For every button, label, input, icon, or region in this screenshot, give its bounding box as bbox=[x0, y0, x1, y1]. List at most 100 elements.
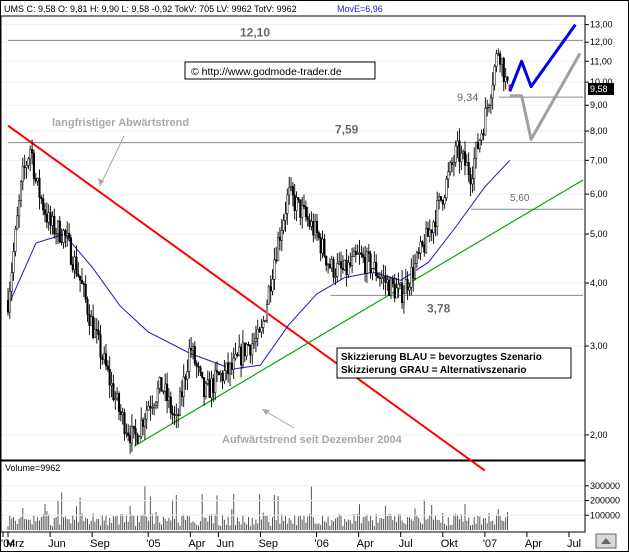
price-candle-body bbox=[284, 213, 287, 221]
y-grid bbox=[2, 24, 584, 436]
price-candle-body bbox=[401, 282, 404, 303]
price-candle-body bbox=[125, 432, 128, 435]
x-tick-label: Sep bbox=[258, 538, 278, 550]
price-candle-body bbox=[256, 328, 259, 339]
price-candle-body bbox=[365, 251, 368, 274]
price-candle-body bbox=[489, 97, 492, 106]
price-candle-body bbox=[10, 272, 13, 292]
price-candle-body bbox=[475, 142, 478, 159]
price-candle-body bbox=[289, 186, 293, 188]
price-candle-body bbox=[484, 107, 487, 136]
price-candle-body bbox=[27, 158, 30, 166]
price-candle-body bbox=[269, 286, 272, 292]
price-candle-body bbox=[397, 284, 400, 289]
price-candle-body bbox=[151, 407, 154, 409]
price-candle-body bbox=[480, 133, 483, 141]
price-candle-body bbox=[232, 357, 235, 370]
price-candle-body bbox=[317, 232, 320, 238]
price-candle-body bbox=[71, 264, 74, 270]
price-candle-body bbox=[93, 329, 96, 338]
y-tick-label: 5,00 bbox=[590, 229, 608, 239]
price-candle-body bbox=[310, 221, 313, 227]
price-candle-body bbox=[478, 139, 481, 149]
price-candle-body bbox=[493, 66, 496, 86]
price-candle-body bbox=[330, 259, 333, 269]
moving-average-layer bbox=[7, 159, 511, 370]
price-candle-body bbox=[40, 197, 43, 200]
volume-tick-label: 300000 bbox=[590, 481, 620, 491]
price-candle-body bbox=[360, 252, 363, 256]
x-tick-label: Apr bbox=[357, 538, 374, 550]
price-candle-body bbox=[375, 261, 378, 276]
price-candle-body bbox=[343, 259, 346, 270]
price-candle-body bbox=[388, 279, 391, 296]
price-candle-body bbox=[149, 406, 152, 409]
price-candle-body bbox=[295, 197, 298, 211]
y-tick-label: 9,00 bbox=[590, 100, 608, 110]
price-candle-body bbox=[178, 391, 182, 416]
price-candle-body bbox=[247, 344, 250, 346]
price-candle-body bbox=[430, 229, 433, 233]
header-bar bbox=[1, 1, 628, 15]
price-candle-body bbox=[119, 411, 122, 416]
price-candle-body bbox=[219, 373, 222, 376]
price-candle-body bbox=[328, 263, 331, 269]
price-candle-body bbox=[230, 362, 233, 370]
price-candle-body bbox=[291, 186, 294, 196]
price-candle-body bbox=[217, 372, 220, 376]
trendlines bbox=[7, 124, 584, 472]
price-candle-body bbox=[349, 262, 352, 266]
price-candle-body bbox=[214, 370, 217, 393]
price-candle-body bbox=[143, 418, 146, 427]
price-candle-body bbox=[23, 166, 26, 168]
price-candle-body bbox=[177, 414, 180, 416]
price-candle-body bbox=[116, 393, 119, 399]
price-candle-body bbox=[384, 276, 387, 283]
price-candle-body bbox=[130, 425, 133, 444]
price-candle-body bbox=[452, 162, 455, 165]
price-candle-body bbox=[386, 279, 389, 283]
volume-axis: 100000 200000 300000 bbox=[2, 481, 620, 520]
price-candle-body bbox=[227, 362, 230, 375]
x-tick-label: Sep bbox=[90, 538, 110, 550]
price-candle-body bbox=[243, 342, 246, 357]
volume-title: Volume=9962 bbox=[5, 463, 60, 473]
price-candle-body bbox=[203, 377, 206, 397]
horizontal-levels: 12,10 9,34 7,59 5,60 3,78 bbox=[8, 25, 583, 315]
x-tick-label: '04 bbox=[1, 538, 15, 550]
price-candle-body bbox=[473, 158, 476, 180]
current-price-box bbox=[588, 83, 614, 95]
price-candle-body bbox=[354, 251, 357, 255]
price-candle-body bbox=[325, 255, 328, 266]
price-candle-body bbox=[262, 320, 265, 328]
price-candle-body bbox=[223, 370, 226, 382]
price-candle-body bbox=[132, 425, 135, 429]
price-candle-body bbox=[80, 279, 84, 284]
price-candle-body bbox=[347, 262, 350, 276]
volume-layer bbox=[7, 486, 508, 530]
price-candle-body bbox=[245, 344, 248, 357]
moving-average-line bbox=[7, 159, 511, 370]
y-tick-label: 6,00 bbox=[590, 189, 608, 199]
downtrend-annotation: langfristiger Abwärtstrend bbox=[52, 117, 189, 129]
price-candle-body bbox=[482, 133, 485, 136]
price-candle-body bbox=[19, 181, 23, 201]
level-label: 3,78 bbox=[427, 301, 451, 315]
scenario-blue-line bbox=[508, 23, 577, 92]
watermark-text: © http://www.godmode-trader.de bbox=[191, 66, 342, 78]
y-tick-label: 3,00 bbox=[590, 341, 608, 351]
current-price-label: 9,58 bbox=[590, 84, 608, 94]
price-candle-body bbox=[436, 200, 439, 227]
price-candle-body bbox=[410, 266, 413, 288]
price-candle-body bbox=[495, 53, 498, 67]
price-candle-body bbox=[371, 268, 374, 274]
price-candle-body bbox=[153, 405, 156, 408]
price-candle-body bbox=[315, 221, 319, 233]
price-candle-body bbox=[419, 241, 422, 254]
price-candle-body bbox=[99, 334, 102, 358]
price-candle-body bbox=[186, 371, 189, 380]
price-candle-body bbox=[138, 436, 141, 444]
price-candle-body bbox=[199, 366, 202, 373]
price-candle-body bbox=[334, 275, 337, 278]
price-candle-body bbox=[376, 275, 380, 278]
